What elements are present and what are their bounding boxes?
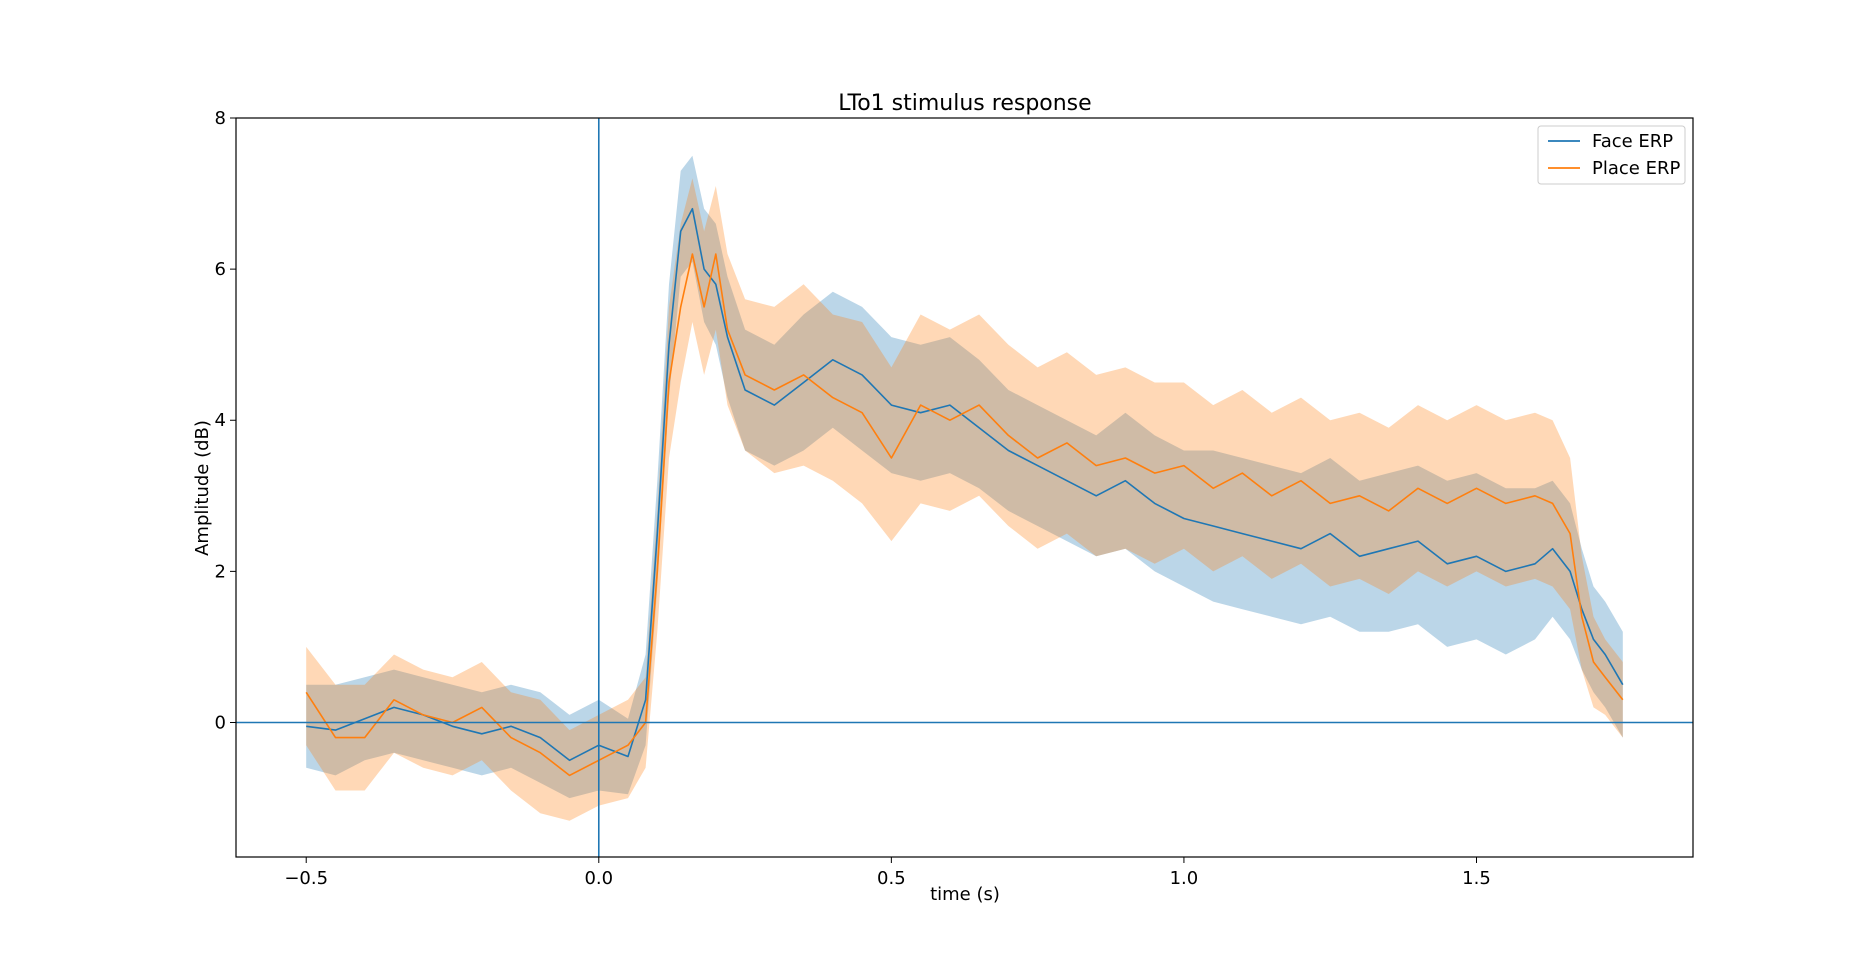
y-tick-label: 8 bbox=[215, 108, 226, 129]
x-tick-label: 0.0 bbox=[584, 868, 613, 889]
plot-frame bbox=[235, 117, 1694, 858]
y-tick-label: 6 bbox=[215, 259, 226, 280]
y-axis-label: Amplitude (dB) bbox=[192, 420, 213, 556]
y-tick-label: 4 bbox=[215, 410, 226, 431]
x-tick-label: 1.0 bbox=[1170, 868, 1199, 889]
legend-label-place-erp: Place ERP bbox=[1592, 158, 1680, 179]
x-tick-label: −0.5 bbox=[284, 868, 328, 889]
series-lines bbox=[305, 207, 1624, 777]
confidence-bands bbox=[306, 155, 1623, 821]
y-tick-label: 0 bbox=[215, 712, 226, 733]
x-axis-label: time (s) bbox=[930, 884, 1000, 905]
reference-lines bbox=[236, 118, 1693, 857]
legend-label-face-erp: Face ERP bbox=[1592, 131, 1673, 152]
y-tick-label: 2 bbox=[215, 561, 226, 582]
line-place-erp bbox=[305, 253, 1624, 777]
band-place-erp bbox=[306, 178, 1623, 821]
chart-title: LTo1 stimulus response bbox=[838, 91, 1091, 116]
x-axis-ticks: −0.5 0.0 0.5 1.0 1.5 bbox=[284, 857, 1491, 889]
legend: Face ERP Place ERP bbox=[1537, 125, 1686, 185]
x-tick-label: 0.5 bbox=[877, 868, 906, 889]
band-face-erp bbox=[306, 155, 1623, 799]
line-face-erp bbox=[306, 207, 1624, 762]
y-axis-ticks: 0 2 4 6 8 bbox=[215, 108, 236, 733]
x-tick-label: 1.5 bbox=[1462, 868, 1491, 889]
